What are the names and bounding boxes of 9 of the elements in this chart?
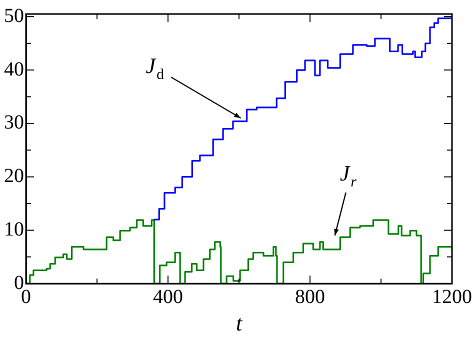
x-axis-title: t	[236, 310, 243, 336]
x-tick-label: 1200	[432, 286, 472, 308]
y-tick-label: 10	[4, 218, 24, 240]
y-tick-label: 20	[4, 165, 24, 188]
y-tick-label: 30	[4, 112, 24, 134]
y-tick-label: 40	[4, 58, 24, 80]
x-tick-label: 400	[153, 286, 183, 308]
x-tick-label: 800	[295, 286, 325, 308]
y-tick-label: 50	[4, 4, 24, 27]
